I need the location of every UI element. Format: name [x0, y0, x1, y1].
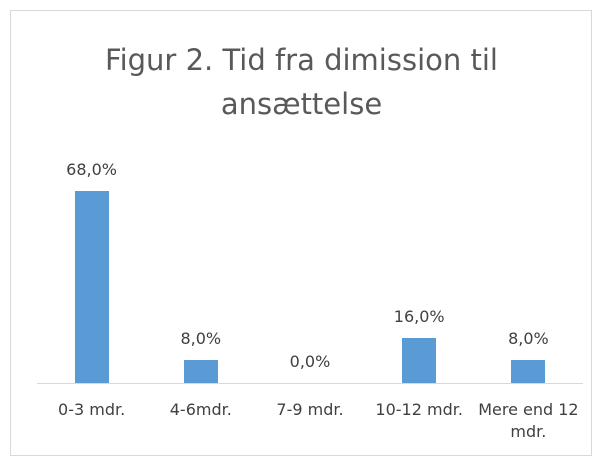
x-tick-label: 0-3 mdr.	[58, 400, 126, 419]
x-tick-label: 10-12 mdr.	[375, 400, 463, 419]
x-tick-label: Mere end 12 mdr.	[478, 400, 579, 441]
x-axis	[37, 383, 583, 384]
data-label: 16,0%	[393, 306, 445, 326]
data-label: 8,0%	[508, 329, 549, 349]
chart-title: Figur 2. Tid fra dimission til ansættels…	[105, 43, 498, 121]
bar	[183, 360, 218, 383]
x-tick-label: 4-6mdr.	[169, 400, 232, 419]
bar	[511, 360, 546, 383]
chart-frame	[10, 10, 592, 456]
bar	[74, 190, 109, 383]
data-label: 68,0%	[66, 159, 117, 179]
x-tick-label: 7-9 mdr.	[276, 400, 344, 419]
data-label: 0,0%	[289, 352, 331, 371]
bar	[402, 337, 437, 383]
data-label: 8,0%	[180, 329, 222, 349]
